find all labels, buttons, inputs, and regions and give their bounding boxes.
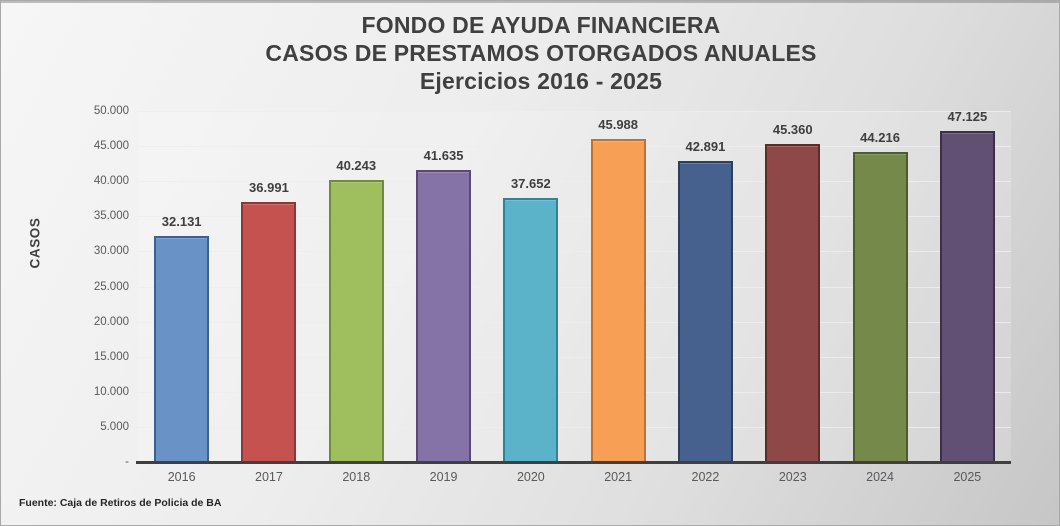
bar-value-label: 42.891 bbox=[685, 138, 726, 154]
bar-value-label: 40.243 bbox=[336, 157, 377, 173]
x-axis-tick-labels: 2016 2017 2018 2019 2020 2021 2022 2023 2024 2025 bbox=[138, 470, 1011, 488]
chart-title-line-2: CASOS DE PRESTAMOS OTORGADOS ANUALES bbox=[265, 40, 817, 66]
y-axis-tick-labels: 50.000 45.000 40.000 35.000 30.000 25.000 20.0… bbox=[41, 105, 129, 468]
chart-title-line-1: FONDO DE AYUDA FINANCIERA bbox=[361, 12, 721, 38]
bar-2022 bbox=[677, 160, 733, 462]
x-axis-line bbox=[136, 461, 1011, 464]
chart-title: FONDO DE AYUDA FINANCIERA CASOS DE PREST… bbox=[21, 11, 1059, 95]
source-note: Fuente: Caja de Retiros de Policia de BA bbox=[19, 497, 222, 509]
y-tick-label: 15.000 bbox=[93, 350, 129, 363]
x-tick-label: 2022 bbox=[691, 470, 720, 484]
gridline bbox=[138, 251, 1011, 253]
gridline bbox=[138, 391, 1011, 393]
x-tick-label: 2020 bbox=[516, 470, 545, 484]
bar-2020 bbox=[503, 197, 559, 462]
bar-2018 bbox=[328, 179, 384, 462]
bar-value-label: 37.652 bbox=[510, 175, 551, 191]
y-tick-label: 50.000 bbox=[93, 105, 129, 117]
chart-title-line-3: Ejercicios 2016 - 2025 bbox=[419, 68, 663, 94]
y-tick-label: 35.000 bbox=[93, 210, 129, 223]
y-tick-label: - bbox=[125, 456, 129, 468]
bar-2017 bbox=[241, 202, 297, 462]
bar-value-label: 36.991 bbox=[249, 180, 289, 196]
gridlines bbox=[138, 111, 1011, 462]
y-tick-label: 25.000 bbox=[93, 280, 129, 293]
x-tick-label: 2017 bbox=[255, 470, 283, 484]
x-tick-label: 2025 bbox=[953, 470, 982, 484]
gridline bbox=[138, 321, 1011, 323]
y-tick-label: 30.000 bbox=[93, 245, 129, 258]
bar-2021 bbox=[590, 139, 646, 462]
y-tick-label: 5.000 bbox=[100, 420, 129, 433]
y-tick-label: 10.000 bbox=[93, 385, 129, 398]
bar-2023 bbox=[765, 143, 821, 462]
bar-value-label: 45.988 bbox=[598, 117, 639, 133]
gridline bbox=[138, 146, 1011, 148]
bar-value-label: 44.216 bbox=[860, 129, 900, 145]
gridline bbox=[138, 111, 1011, 112]
y-tick-label: 40.000 bbox=[93, 175, 129, 188]
bar-2019 bbox=[416, 169, 472, 462]
plot-area: 32.131 36.991 40.243 41.635 37.652 45.988 42.8… bbox=[136, 109, 1011, 464]
y-tick-label: 20.000 bbox=[93, 315, 129, 328]
bar-value-label: 47.125 bbox=[947, 109, 988, 125]
bar-2016 bbox=[154, 236, 210, 462]
gridline bbox=[138, 426, 1011, 428]
bar-value-label: 41.635 bbox=[423, 147, 464, 163]
x-tick-label: 2016 bbox=[167, 470, 196, 484]
y-tick-label: 45.000 bbox=[93, 140, 129, 153]
x-tick-label: 2023 bbox=[778, 470, 807, 484]
gridline bbox=[138, 286, 1011, 288]
bar-2024 bbox=[852, 151, 908, 462]
x-tick-label: 2021 bbox=[604, 470, 633, 484]
gridline bbox=[138, 356, 1011, 358]
gridline bbox=[138, 181, 1011, 183]
bars: 32.131 36.991 40.243 41.635 37.652 45.988 42.8… bbox=[138, 109, 1011, 462]
bar-2025 bbox=[939, 131, 995, 462]
x-tick-label: 2024 bbox=[866, 470, 894, 484]
gridline bbox=[138, 216, 1011, 218]
bar-value-label: 45.360 bbox=[772, 121, 813, 137]
x-tick-label: 2018 bbox=[342, 470, 371, 484]
bar-value-label: 32.131 bbox=[161, 214, 202, 230]
x-tick-label: 2019 bbox=[429, 470, 458, 484]
